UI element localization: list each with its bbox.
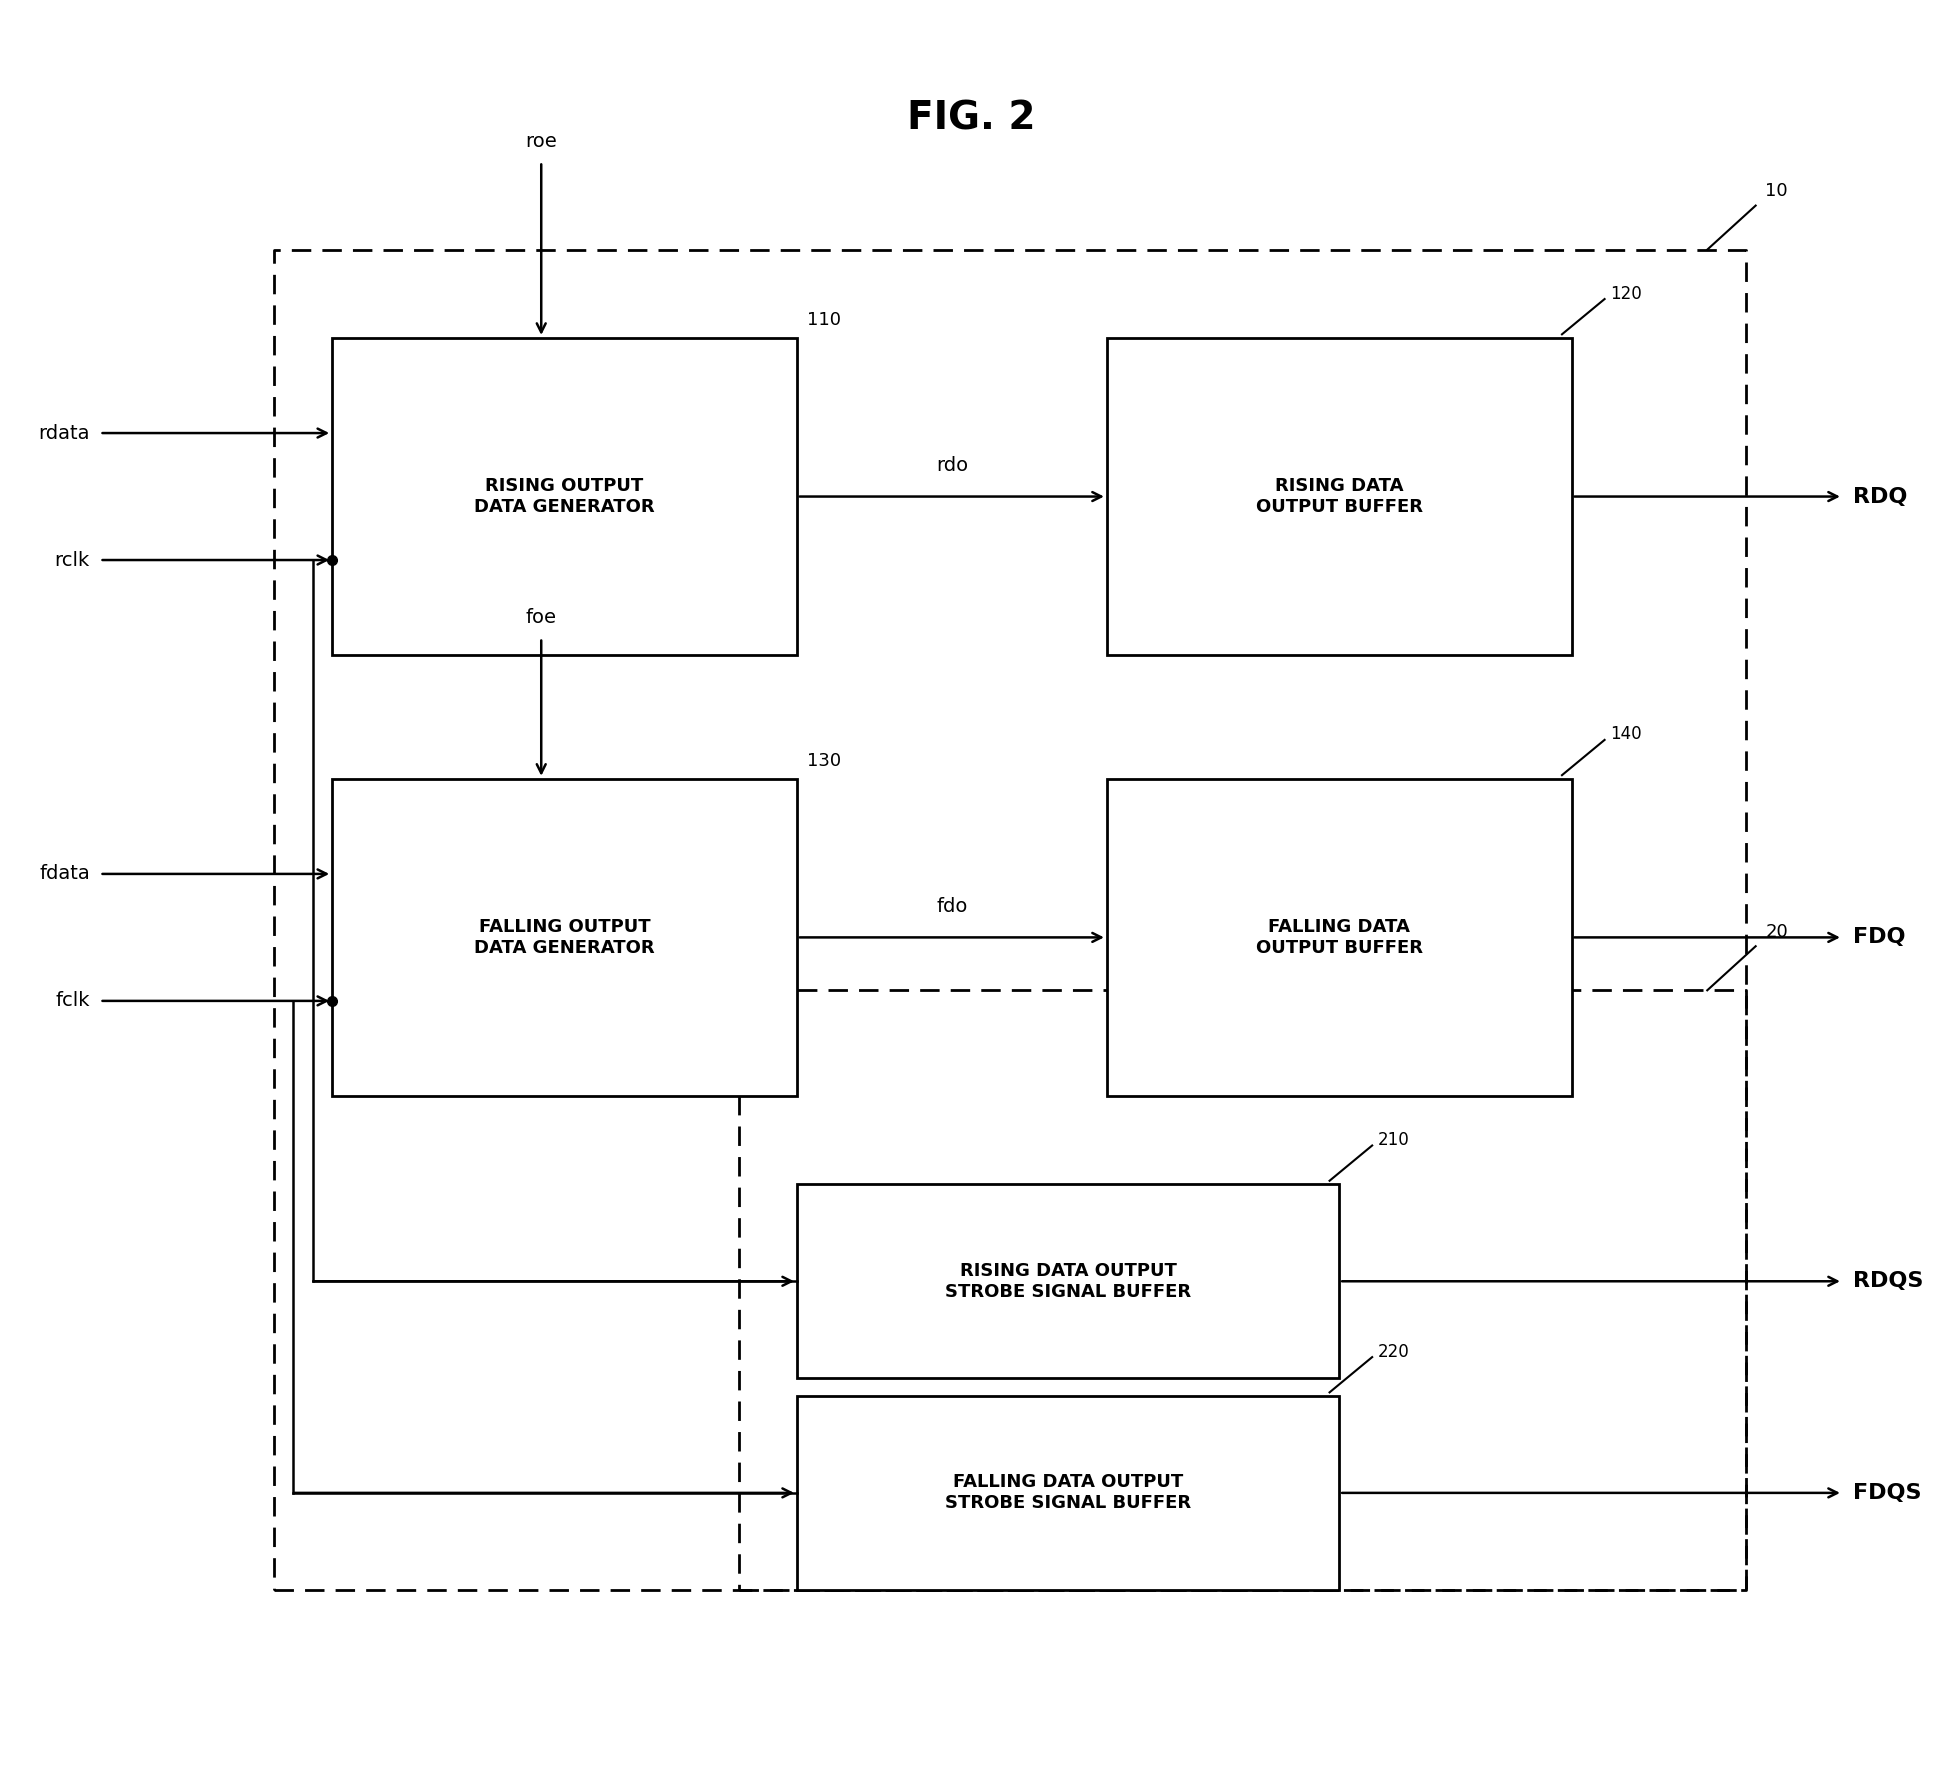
Text: rdo: rdo: [936, 456, 969, 476]
Text: 220: 220: [1377, 1343, 1410, 1360]
Text: foe: foe: [525, 609, 556, 626]
Text: roe: roe: [525, 133, 556, 150]
Bar: [333, 778, 797, 1097]
Text: 130: 130: [807, 752, 840, 770]
Text: 20: 20: [1766, 923, 1787, 941]
Text: RISING OUTPUT
DATA GENERATOR: RISING OUTPUT DATA GENERATOR: [475, 478, 655, 517]
Text: RISING DATA
OUTPUT BUFFER: RISING DATA OUTPUT BUFFER: [1256, 478, 1422, 517]
Text: fdata: fdata: [39, 865, 89, 883]
Text: rclk: rclk: [54, 550, 89, 570]
Text: fclk: fclk: [56, 991, 89, 1010]
Text: FDQ: FDQ: [1852, 927, 1904, 948]
Text: RISING DATA OUTPUT
STROBE SIGNAL BUFFER: RISING DATA OUTPUT STROBE SIGNAL BUFFER: [945, 1261, 1190, 1300]
Text: FIG. 2: FIG. 2: [906, 99, 1035, 138]
Text: 120: 120: [1610, 285, 1642, 302]
Text: RDQ: RDQ: [1852, 486, 1906, 506]
Text: RDQS: RDQS: [1852, 1272, 1924, 1291]
Text: 110: 110: [807, 311, 840, 329]
Text: 140: 140: [1610, 725, 1642, 743]
Text: FDQS: FDQS: [1852, 1482, 1922, 1504]
Text: 10: 10: [1766, 182, 1787, 200]
Text: 210: 210: [1377, 1130, 1410, 1150]
Bar: [797, 1396, 1340, 1590]
Text: FALLING OUTPUT
DATA GENERATOR: FALLING OUTPUT DATA GENERATOR: [475, 918, 655, 957]
Text: FALLING DATA OUTPUT
STROBE SIGNAL BUFFER: FALLING DATA OUTPUT STROBE SIGNAL BUFFER: [945, 1474, 1190, 1512]
Text: fdo: fdo: [936, 897, 967, 916]
Bar: [333, 338, 797, 655]
Bar: [1107, 778, 1572, 1097]
Bar: [1107, 338, 1572, 655]
Text: rdata: rdata: [39, 423, 89, 442]
Bar: [797, 1183, 1340, 1378]
Text: FALLING DATA
OUTPUT BUFFER: FALLING DATA OUTPUT BUFFER: [1256, 918, 1422, 957]
